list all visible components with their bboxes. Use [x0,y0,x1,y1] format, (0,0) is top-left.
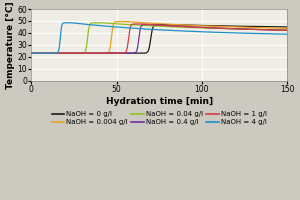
X-axis label: Hydration time [min]: Hydration time [min] [106,97,213,106]
Y-axis label: Temperature [°C]: Temperature [°C] [6,1,15,89]
Legend: NaOH = 0 g/l, NaOH = 0.004 g/l, NaOH = 0.04 g/l, NaOH = 0.4 g/l, NaOH = 1 g/l, N: NaOH = 0 g/l, NaOH = 0.004 g/l, NaOH = 0… [50,110,268,127]
